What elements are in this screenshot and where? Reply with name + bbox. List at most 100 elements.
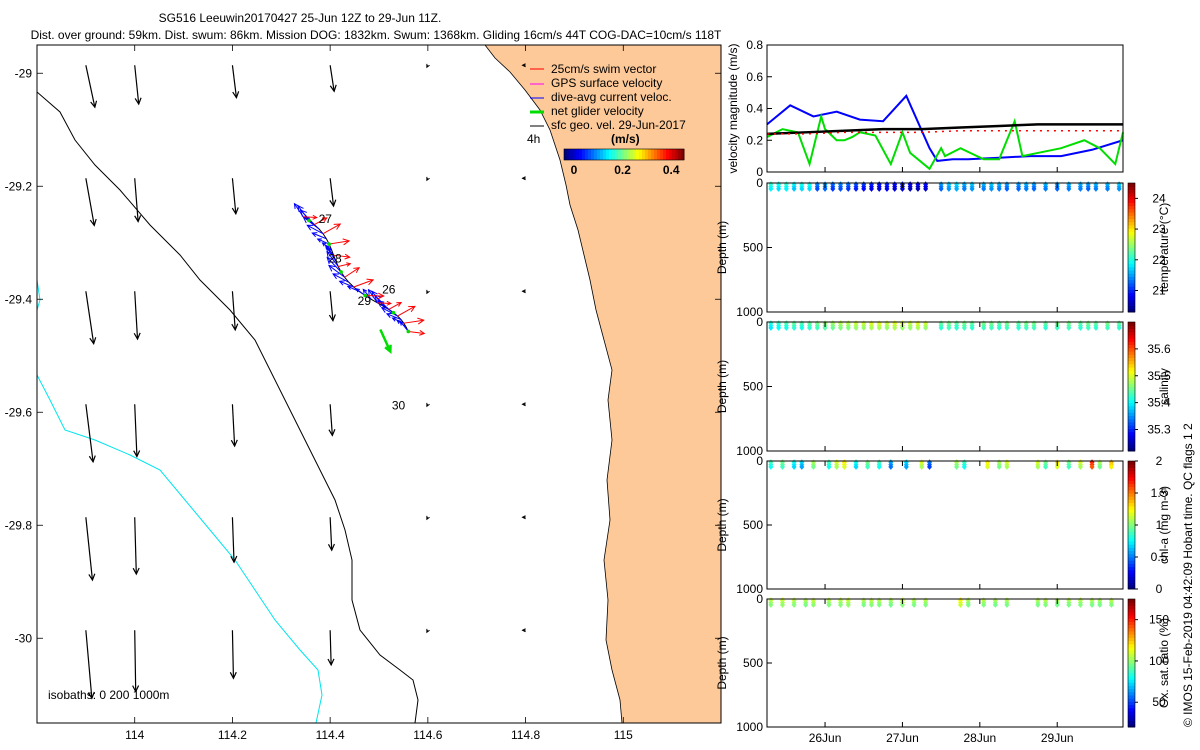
- profile-sample: [1085, 185, 1091, 192]
- geo-arrow: [132, 517, 140, 576]
- colorbar-cell: [600, 149, 604, 160]
- colorbar-tick-label: 1: [1156, 518, 1163, 532]
- colorbar-cell: [1128, 611, 1135, 616]
- profile-sample: [969, 185, 975, 192]
- colorbar-tick-label: 100: [1149, 654, 1169, 668]
- colorbar-cell: [1128, 483, 1135, 488]
- profile-sample: [961, 463, 967, 470]
- colorbar-label: salinity: [1157, 368, 1171, 405]
- colorbar-cell: [1128, 383, 1135, 387]
- colorbar-cell: [1128, 477, 1135, 481]
- geo-arrow: [230, 517, 238, 564]
- colorbar-cell: [1128, 464, 1135, 468]
- profile-sample: [803, 601, 809, 608]
- geo-arrow: [328, 291, 336, 323]
- geo-arrow: [85, 630, 95, 700]
- profile-y-tick-label: 500: [743, 380, 763, 394]
- profile-sample: [992, 601, 998, 608]
- profile-sample: [1031, 324, 1037, 331]
- map-axis-ticks: 114 114.2 114.4 114.6 114.8 115 -29 -29.2 -29.4 -…: [5, 45, 721, 742]
- profile-sample: [830, 185, 836, 192]
- profile-sample: [1093, 324, 1099, 331]
- day-label: 29: [358, 294, 372, 308]
- map-y-tick-label: -29: [15, 66, 33, 80]
- colorbar-cell: [1128, 276, 1135, 281]
- geo-arrow: [230, 404, 238, 448]
- colorbar-cell: [1128, 257, 1135, 261]
- colorbar-cell: [1128, 347, 1135, 352]
- profile-sample: [868, 185, 874, 192]
- colorbar-cell: [669, 149, 673, 160]
- colorbar-cell: [573, 149, 577, 160]
- swim-arrow: [314, 217, 328, 226]
- profile-sample: [853, 185, 859, 192]
- day-label: 26: [382, 283, 396, 297]
- profile-sample: [1066, 463, 1072, 470]
- dac-arrow: [332, 273, 350, 283]
- colorbar-cell: [1128, 711, 1135, 715]
- colorbar-cell: [1128, 650, 1135, 654]
- map-legend: 25cm/s swim vector GPS surface velocity …: [527, 62, 686, 177]
- legend-colorbar-title: (m/s): [611, 132, 640, 146]
- profile-sample: [868, 601, 874, 608]
- colorbar-cell: [1128, 373, 1135, 378]
- dac-arrow: [316, 238, 330, 245]
- profile-sample: [1016, 185, 1022, 192]
- profile-colorbar: 35.3 35.4 35.5 35.6 salinity: [1127, 321, 1171, 452]
- colorbar-cell: [591, 149, 595, 160]
- swim-arrow: [403, 317, 425, 325]
- profile-sample: [1004, 601, 1010, 608]
- profile-sample: [1004, 463, 1010, 470]
- colorbar-cell: [567, 149, 571, 160]
- profile-sample: [981, 601, 987, 608]
- colorbar-cell: [1128, 431, 1135, 436]
- colorbar-tick-label: 21: [1152, 284, 1166, 298]
- profile-sample: [892, 324, 898, 331]
- geo-arrow: [132, 630, 140, 693]
- colorbar-cell: [1128, 195, 1135, 200]
- velocity-y-axis-label: velocity magnitude (m/s): [726, 43, 740, 173]
- colorbar-cell: [1128, 473, 1135, 478]
- colorbar-cell: [1128, 602, 1135, 606]
- colorbar-cell: [1128, 707, 1135, 712]
- profile-sample: [841, 463, 847, 470]
- map-y-tick-label: -29.6: [5, 405, 33, 419]
- colorbar-cell: [1128, 360, 1135, 365]
- colorbar-cell: [1128, 399, 1135, 404]
- profile-sample: [1066, 601, 1072, 608]
- colorbar-cell: [1128, 208, 1135, 213]
- track-point: [363, 293, 367, 298]
- profile-sample: [1016, 324, 1022, 331]
- profile-sample: [946, 185, 952, 192]
- track-point: [406, 329, 411, 334]
- colorbar-cell: [603, 149, 607, 160]
- time-tick-label: 27Jun: [886, 731, 919, 745]
- colorbar-tick-label: 150: [1149, 613, 1169, 627]
- colorbar-cell: [1128, 682, 1135, 686]
- colorbar-cell: [633, 149, 637, 160]
- profile-sample: [1077, 463, 1083, 470]
- colorbar-cell: [1128, 282, 1135, 287]
- colorbar-cell: [672, 149, 676, 160]
- geo-arrow: [85, 404, 96, 464]
- colorbar-cell: [1128, 576, 1135, 580]
- geo-arrow: [329, 65, 337, 93]
- profile-sample: [1043, 601, 1049, 608]
- geo-arrow: [85, 178, 97, 227]
- colorbar-cell: [1128, 218, 1135, 223]
- colorbar-cell: [1128, 605, 1135, 610]
- colorbar-label: chl-a (mg m-3): [1157, 486, 1171, 564]
- dac-arrow: [385, 312, 402, 320]
- colorbar-cell: [1128, 295, 1135, 300]
- colorbar-cell: [1128, 531, 1135, 536]
- colorbar-cell: [1128, 640, 1135, 645]
- time-tick-label: 28Jun: [963, 731, 996, 745]
- map-y-tick-label: -29.2: [5, 179, 33, 193]
- profile-frame: [766, 182, 1124, 313]
- colorbar-cell: [627, 149, 631, 160]
- colorbar-cell: [609, 149, 613, 160]
- profile-colorbar: 0 0.5 1 1.5 2 chl-a (mg m-3): [1127, 454, 1171, 596]
- colorbar-cell: [639, 149, 643, 160]
- profile-frame: [766, 321, 1124, 452]
